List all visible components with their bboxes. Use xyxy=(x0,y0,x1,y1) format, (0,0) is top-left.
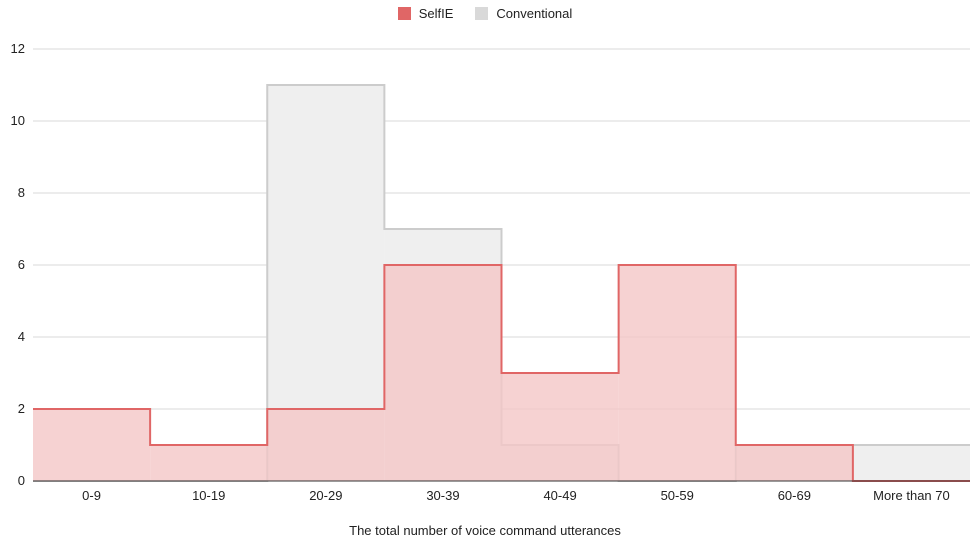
y-tick-label: 6 xyxy=(18,257,25,272)
y-tick-label: 2 xyxy=(18,401,25,416)
bar-selfie xyxy=(33,409,151,481)
series-selfie xyxy=(33,264,970,482)
x-tick-label: 40-49 xyxy=(543,488,576,503)
bar-selfie xyxy=(384,265,502,481)
bar-selfie xyxy=(501,373,619,481)
series-layer xyxy=(33,84,970,482)
bar-selfie xyxy=(150,445,268,481)
axis-layer: 0 2 4 6 8 10 12 0-9 10-19 20-29 30-39 40-49 50-59 60-… xyxy=(11,41,970,503)
legend: SelfIE Conventional xyxy=(0,6,970,21)
bar-selfie xyxy=(735,445,853,481)
y-tick-label: 4 xyxy=(18,329,25,344)
y-tick-label: 8 xyxy=(18,185,25,200)
x-tick-label: 0-9 xyxy=(82,488,101,503)
step-line-selfie xyxy=(33,264,970,482)
y-tick-label: 0 xyxy=(18,473,25,488)
x-tick-label: 10-19 xyxy=(192,488,225,503)
grid-lines xyxy=(33,48,970,410)
x-tick-label: 60-69 xyxy=(778,488,811,503)
bar-selfie xyxy=(267,409,385,481)
legend-swatch-selfie xyxy=(397,7,411,20)
legend-swatch-conventional xyxy=(475,7,489,20)
legend-label-conventional: Conventional xyxy=(496,6,573,21)
x-tick-label: 30-39 xyxy=(426,488,459,503)
x-tick-label: More than 70 xyxy=(873,488,950,503)
y-tick-label: 12 xyxy=(11,41,25,56)
y-tick-label: 10 xyxy=(11,113,25,128)
legend-item-selfie: SelfIE xyxy=(397,6,454,21)
bar-conventional xyxy=(852,445,970,481)
bar-selfie xyxy=(618,265,736,481)
legend-item-conventional: Conventional xyxy=(475,6,572,21)
legend-label-selfie: SelfIE xyxy=(418,6,454,21)
x-axis-title: The total number of voice command uttera… xyxy=(349,523,621,538)
x-tick-label: 50-59 xyxy=(661,488,694,503)
x-tick-label: 20-29 xyxy=(309,488,342,503)
